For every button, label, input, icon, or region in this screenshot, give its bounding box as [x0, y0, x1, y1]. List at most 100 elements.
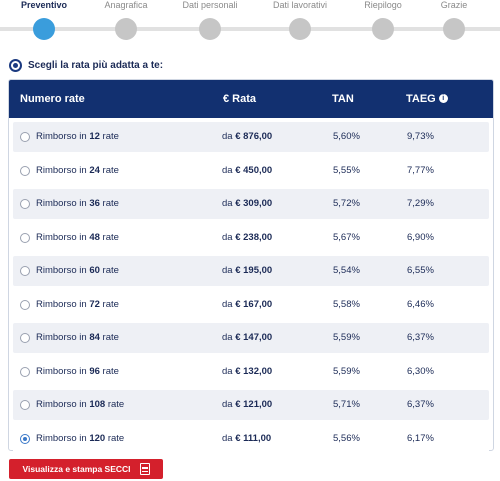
tan-cell: 5,58% [333, 298, 360, 310]
progress-stepper: Preventivo Anagrafica Dati personali Dat… [0, 0, 500, 44]
column-header-rata: € Rata [223, 93, 257, 105]
rata-da: da [222, 265, 233, 276]
rate-radio[interactable] [20, 165, 30, 176]
secci-print-button[interactable]: Visualizza e stampa SECCI [9, 459, 163, 479]
column-header-taeg: TAEG i [406, 80, 448, 118]
rata-da: da [222, 131, 233, 142]
rata-da: da [222, 365, 233, 377]
rate-prefix: Rimborso in [36, 131, 87, 142]
rate-count-cell: Rimborso in 120 rate [36, 424, 124, 454]
rata-cell: da € 876,00 [222, 122, 272, 152]
rate-radio[interactable] [20, 266, 30, 276]
rate-table: Numero rate € Rata TAN TAEG i Rimborso in… [8, 79, 494, 454]
column-header-numero-rate: Numero rate [20, 93, 85, 105]
tan-cell: 5,60% [333, 131, 360, 142]
rate-prefix: Rimborso in [36, 298, 87, 310]
stepper-track [0, 27, 500, 31]
table-row[interactable]: Rimborso in 48 rate da € 238,00 5,67% 6,90% [13, 222, 489, 253]
rata-cell: da € 147,00 [222, 323, 272, 353]
rate-count: 48 [89, 231, 100, 243]
rate-radio[interactable] [20, 132, 30, 142]
taeg-cell: 7,29% [407, 198, 434, 209]
table-row[interactable]: Rimborso in 120 rate da € 111,00 5,56% 6,17… [13, 423, 489, 454]
rate-prefix: Rimborso in [36, 231, 87, 243]
rata-cell: da € 167,00 [222, 290, 272, 320]
step-dati-personali: Dati personali [170, 0, 250, 40]
taeg-cell: 6,90% [407, 231, 434, 243]
rata-amount: € 876,00 [235, 131, 273, 142]
rata-amount: € 111,00 [235, 432, 272, 444]
rate-count-cell: Rimborso in 24 rate [36, 156, 119, 186]
rate-radio[interactable] [20, 366, 30, 377]
table-row[interactable]: Rimborso in 12 rate da € 876,00 5,60% 9,73% [13, 122, 489, 152]
taeg-cell: 6,46% [407, 298, 434, 310]
rate-suffix: rate [102, 164, 119, 176]
table-row[interactable]: Rimborso in 108 rate da € 121,00 5,71% 6,37… [13, 390, 489, 420]
rata-cell: da € 195,00 [222, 256, 272, 286]
rata-cell: da € 450,00 [222, 156, 272, 186]
rate-radio[interactable] [20, 333, 30, 343]
section-heading-text: Scegli la rata più adatta a te: [28, 59, 164, 71]
taeg-cell: 6,30% [407, 365, 434, 377]
step-label: Grazie [440, 0, 468, 10]
step-label: Preventivo [20, 0, 68, 10]
rate-count-cell: Rimborso in 36 rate [36, 189, 119, 219]
column-header-taeg-label: TAEG [406, 93, 436, 105]
rata-da: da [222, 231, 233, 243]
table-row[interactable]: Rimborso in 60 rate da € 195,00 5,54% 6,55% [13, 256, 489, 286]
rate-suffix: rate [107, 399, 125, 410]
rate-count-cell: Rimborso in 72 rate [36, 290, 119, 320]
table-row[interactable]: Rimborso in 72 rate da € 167,00 5,58% 6,46% [13, 289, 489, 320]
rata-cell: da € 111,00 [222, 424, 271, 454]
rate-count: 120 [89, 432, 106, 444]
rata-da: da [222, 332, 233, 343]
tan-cell: 5,72% [333, 198, 360, 209]
rata-amount: € 121,00 [235, 399, 273, 410]
info-icon[interactable]: i [438, 93, 448, 103]
rate-count: 84 [89, 332, 100, 343]
rata-da: da [222, 164, 233, 176]
column-header-tan: TAN [332, 93, 354, 105]
taeg-cell: 7,77% [407, 164, 434, 176]
rate-suffix: rate [102, 131, 119, 142]
rata-cell: da € 121,00 [222, 390, 272, 420]
rate-radio[interactable] [20, 400, 30, 410]
table-row[interactable]: Rimborso in 36 rate da € 309,00 5,72% 7,29% [13, 189, 489, 219]
rata-cell: da € 238,00 [222, 223, 272, 253]
rata-da: da [222, 298, 233, 310]
step-dot [115, 18, 137, 40]
step-preventivo: Preventivo [4, 0, 84, 40]
rata-amount: € 195,00 [235, 265, 273, 276]
taeg-cell: 9,73% [407, 131, 434, 142]
rata-cell: da € 132,00 [222, 357, 272, 387]
rate-count-cell: Rimborso in 48 rate [36, 223, 119, 253]
rate-suffix: rate [102, 298, 119, 310]
rate-radio[interactable] [20, 199, 30, 209]
rata-cell: da € 309,00 [222, 189, 272, 219]
section-heading: Scegli la rata più adatta a te: [9, 58, 163, 72]
rate-count: 24 [89, 164, 100, 176]
rata-amount: € 167,00 [235, 298, 273, 310]
rata-amount: € 450,00 [235, 164, 273, 176]
rate-count: 96 [89, 365, 100, 377]
rate-count-cell: Rimborso in 84 rate [36, 323, 119, 353]
rata-da: da [222, 399, 233, 410]
rata-da: da [222, 432, 233, 444]
rate-suffix: rate [102, 198, 119, 209]
rate-count-cell: Rimborso in 108 rate [36, 390, 124, 420]
target-icon [9, 58, 22, 72]
tan-cell: 5,59% [333, 332, 360, 343]
table-row[interactable]: Rimborso in 24 rate da € 450,00 5,55% 7,77% [13, 155, 489, 186]
step-dot [289, 18, 311, 40]
rate-radio[interactable] [20, 433, 30, 444]
rate-radio[interactable] [20, 299, 30, 310]
rate-radio[interactable] [20, 232, 30, 243]
table-row[interactable]: Rimborso in 96 rate da € 132,00 5,59% 6,30% [13, 356, 489, 387]
step-label: Dati lavorativi [272, 0, 328, 10]
rate-count: 108 [89, 399, 106, 410]
table-row[interactable]: Rimborso in 84 rate da € 147,00 5,59% 6,37% [13, 323, 489, 353]
tan-cell: 5,55% [333, 164, 360, 176]
tan-cell: 5,54% [333, 265, 360, 276]
taeg-cell: 6,55% [407, 265, 434, 276]
rata-amount: € 309,00 [235, 198, 273, 209]
